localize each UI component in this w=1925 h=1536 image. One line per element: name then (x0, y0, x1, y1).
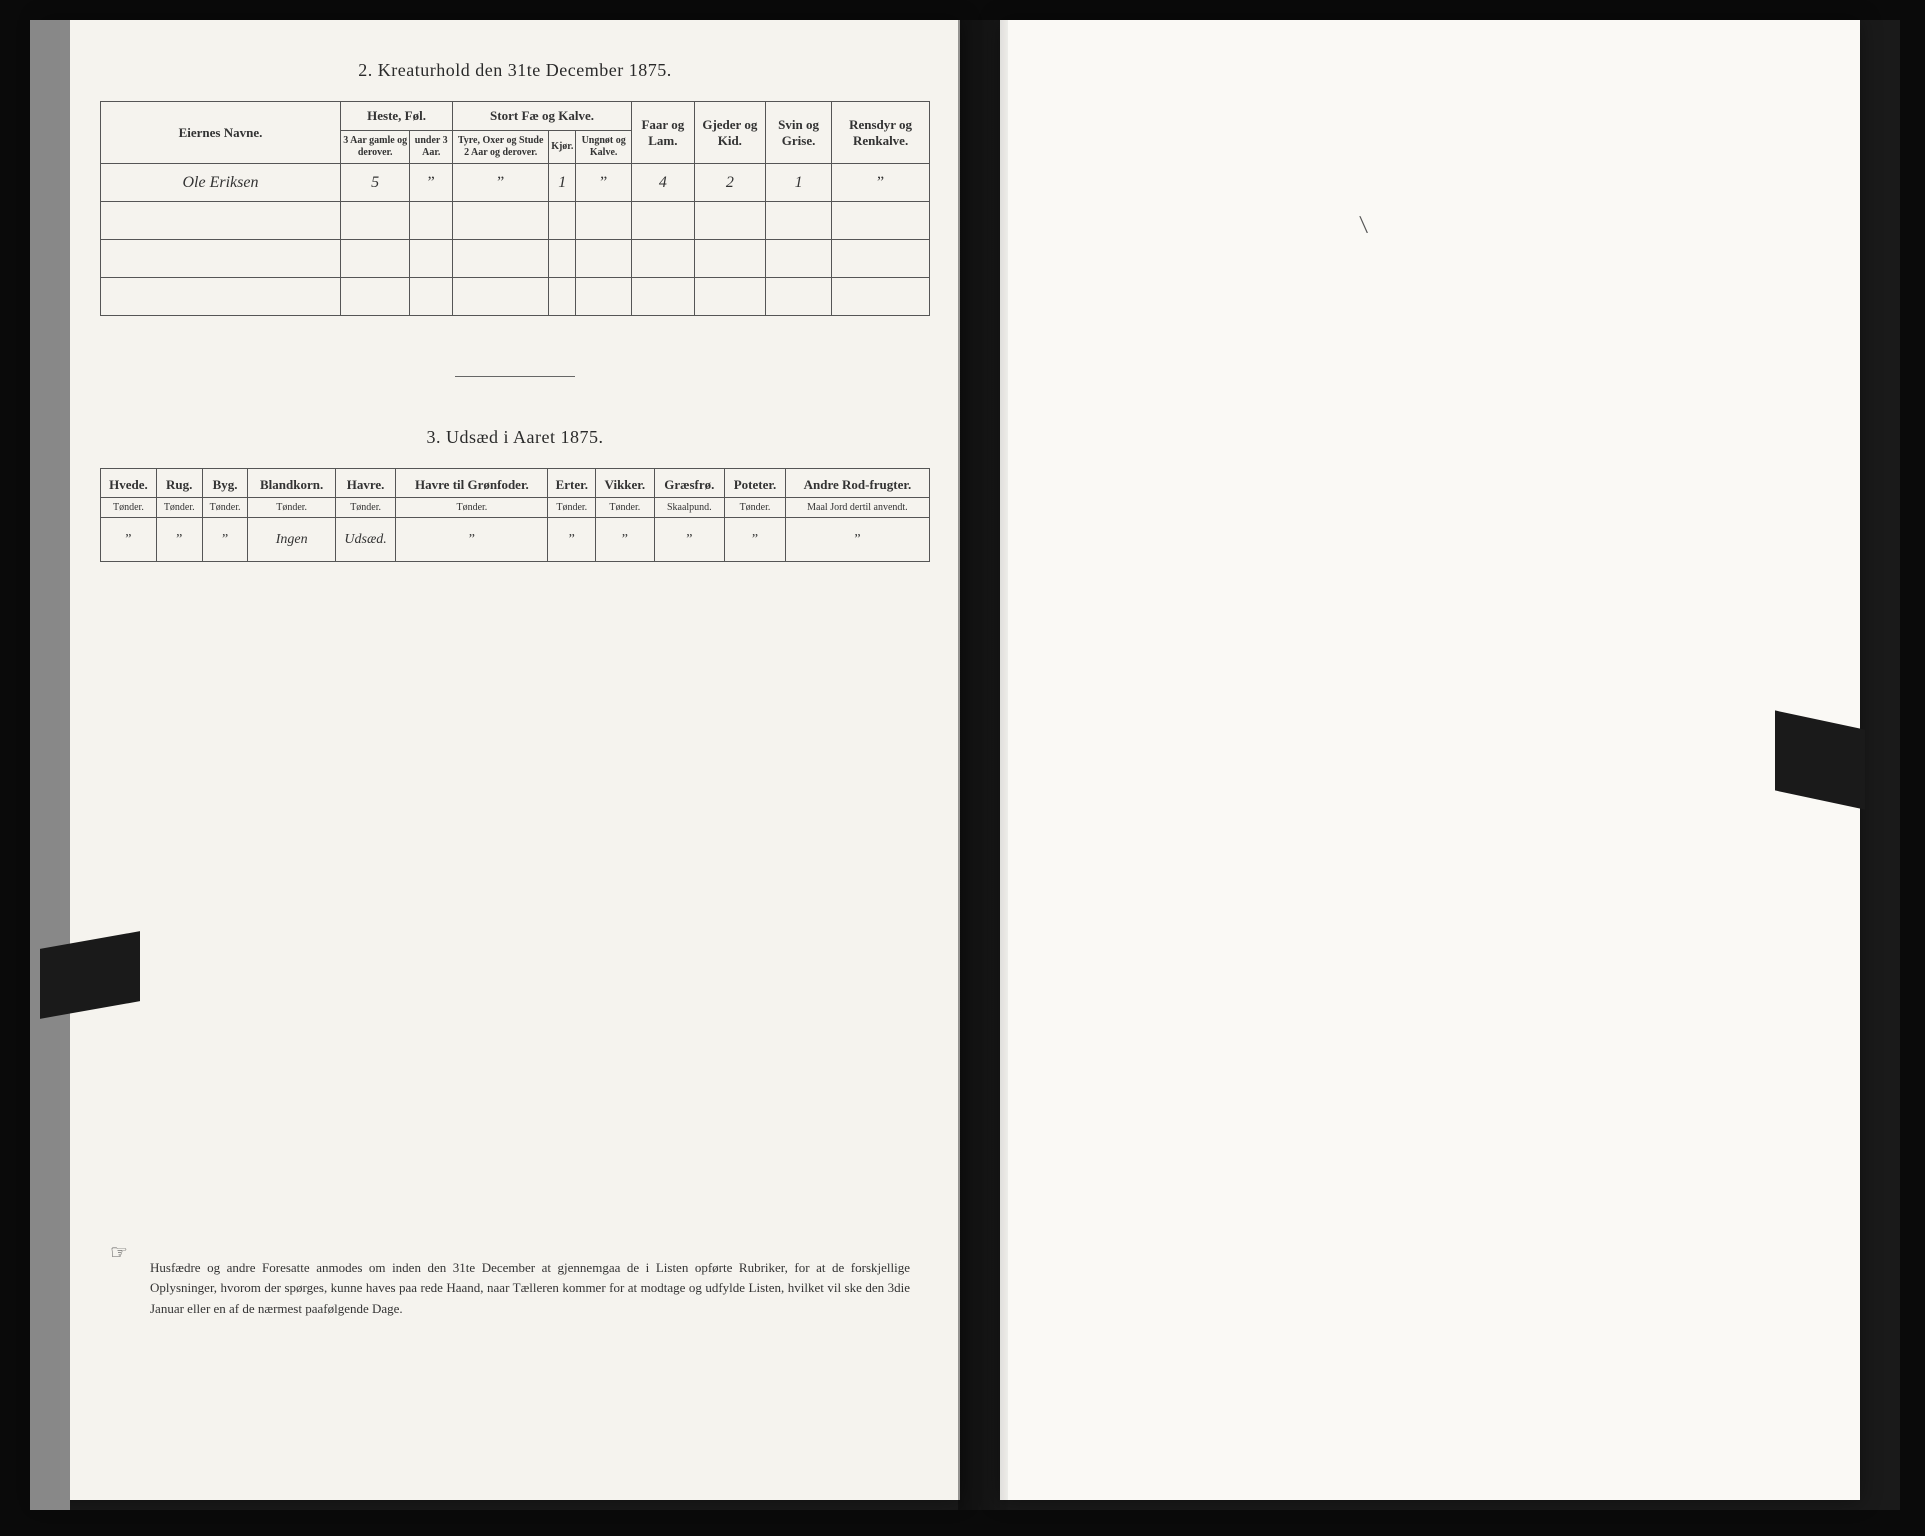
hvede-h: Hvede. (101, 469, 157, 498)
gjeder-header: Gjeder og Kid. (694, 102, 765, 164)
stort1-sub: Tyre, Oxer og Stude 2 Aar og derover. (453, 131, 549, 164)
stort2-sub: Kjør. (549, 131, 576, 164)
hesteu3-cell: ” (410, 164, 453, 202)
rug-c: ” (156, 518, 202, 562)
vikker-h: Vikker. (596, 469, 654, 498)
unit-cell: Skaalpund. (654, 498, 725, 518)
unit-cell: Tønder. (202, 498, 248, 518)
havregron-h: Havre til Grønfoder. (396, 469, 548, 498)
faar-header: Faar og Lam. (631, 102, 694, 164)
table-row (101, 240, 930, 278)
andre-c: ” (785, 518, 929, 562)
table-row: Ole Eriksen 5 ” ” 1 ” 4 2 1 ” (101, 164, 930, 202)
faar-cell: 4 (631, 164, 694, 202)
table-row (101, 202, 930, 240)
owner-header: Eiernes Navne. (101, 102, 341, 164)
poteter-c: ” (725, 518, 786, 562)
blandkorn-c: Ingen (248, 518, 335, 562)
havre-c: Udsæd. (335, 518, 396, 562)
erter-h: Erter. (548, 469, 596, 498)
unit-cell: Tønder. (548, 498, 596, 518)
byg-h: Byg. (202, 469, 248, 498)
svin-header: Svin og Grise. (765, 102, 831, 164)
table-row (101, 278, 930, 316)
gjeder-cell: 2 (694, 164, 765, 202)
section3-title: 3. Udsæd i Aaret 1875. (100, 427, 930, 448)
heste-header: Heste, Føl. (341, 102, 453, 131)
poteter-h: Poteter. (725, 469, 786, 498)
unit-cell: Tønder. (596, 498, 654, 518)
unit-cell: Tønder. (725, 498, 786, 518)
kreaturhold-table: Eiernes Navne. Heste, Føl. Stort Fæ og K… (100, 101, 930, 316)
footer-note: Husfædre og andre Foresatte anmodes om i… (150, 1258, 910, 1320)
unit-cell: Tønder. (156, 498, 202, 518)
andre-h: Andre Rod-frugter. (785, 469, 929, 498)
book-edge (30, 20, 70, 1510)
heste1-sub: 3 Aar gamle og derover. (341, 131, 410, 164)
section2-title: 2. Kreaturhold den 31te December 1875. (100, 60, 930, 81)
section-divider (455, 376, 575, 377)
unit-cell: Tønder. (396, 498, 548, 518)
unit-cell: Tønder. (101, 498, 157, 518)
blandkorn-h: Blandkorn. (248, 469, 335, 498)
left-page: 2. Kreaturhold den 31te December 1875. E… (40, 20, 960, 1500)
table-row: ” ” ” Ingen Udsæd. ” ” ” ” ” ” (101, 518, 930, 562)
stort3-sub: Ungnøt og Kalve. (576, 131, 632, 164)
havre-h: Havre. (335, 469, 396, 498)
byg-c: ” (202, 518, 248, 562)
rensdyr-cell: ” (832, 164, 930, 202)
stort-header: Stort Fæ og Kalve. (453, 102, 632, 131)
graesfro-c: ” (654, 518, 725, 562)
kjor-cell: 1 (549, 164, 576, 202)
rug-h: Rug. (156, 469, 202, 498)
unit-cell: Tønder. (248, 498, 335, 518)
svin-cell: 1 (765, 164, 831, 202)
page-clip-right (1775, 710, 1865, 809)
heste2-sub: under 3 Aar. (410, 131, 453, 164)
udsaed-table: Hvede. Rug. Byg. Blandkorn. Havre. Havre… (100, 468, 930, 562)
erter-c: ” (548, 518, 596, 562)
ungnot-cell: ” (576, 164, 632, 202)
unit-cell: Tønder. (335, 498, 396, 518)
hand-pointer-icon: ☞ (110, 1240, 128, 1265)
right-page: \ (1000, 20, 1860, 1500)
pencil-mark: \ (1359, 210, 1369, 241)
tyre-cell: ” (453, 164, 549, 202)
book-spread: 2. Kreaturhold den 31te December 1875. E… (30, 20, 1900, 1510)
vikker-c: ” (596, 518, 654, 562)
havregron-c: ” (396, 518, 548, 562)
heste3-cell: 5 (341, 164, 410, 202)
graesfro-h: Græsfrø. (654, 469, 725, 498)
unit-cell: Maal Jord dertil anvendt. (785, 498, 929, 518)
hvede-c: ” (101, 518, 157, 562)
rensdyr-header: Rensdyr og Renkalve. (832, 102, 930, 164)
owner-cell: Ole Eriksen (101, 164, 341, 202)
